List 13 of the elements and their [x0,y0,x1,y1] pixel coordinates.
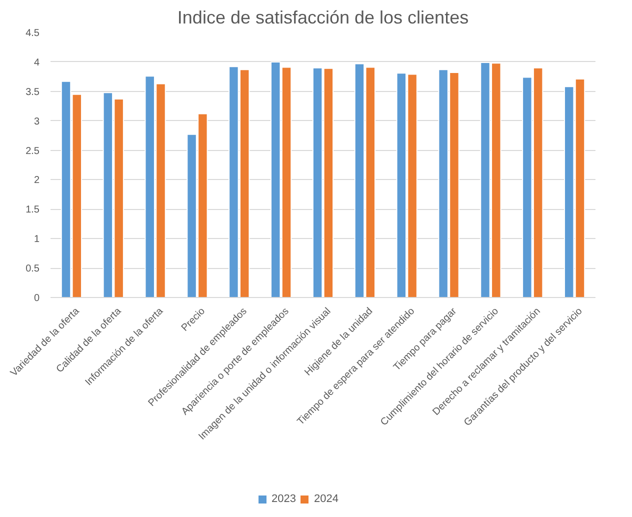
legend-label: 2023 [272,493,296,505]
y-tick-label: 3 [34,116,40,128]
legend-label: 2024 [314,493,338,505]
y-tick-label: 4.5 [26,28,40,39]
y-tick-label: 0 [34,293,40,304]
y-tick-label: 4 [34,57,40,68]
chart-title: Indice de satisfacción de los clientes [177,8,469,28]
y-tick-label: 1 [34,234,40,246]
y-tick-label: 3.5 [26,86,40,98]
y-tick-label: 0.5 [26,264,40,275]
y-tick-label: 1.5 [26,204,40,216]
y-tick-label: 2.5 [26,146,40,157]
y-tick-label: 2 [34,175,40,186]
